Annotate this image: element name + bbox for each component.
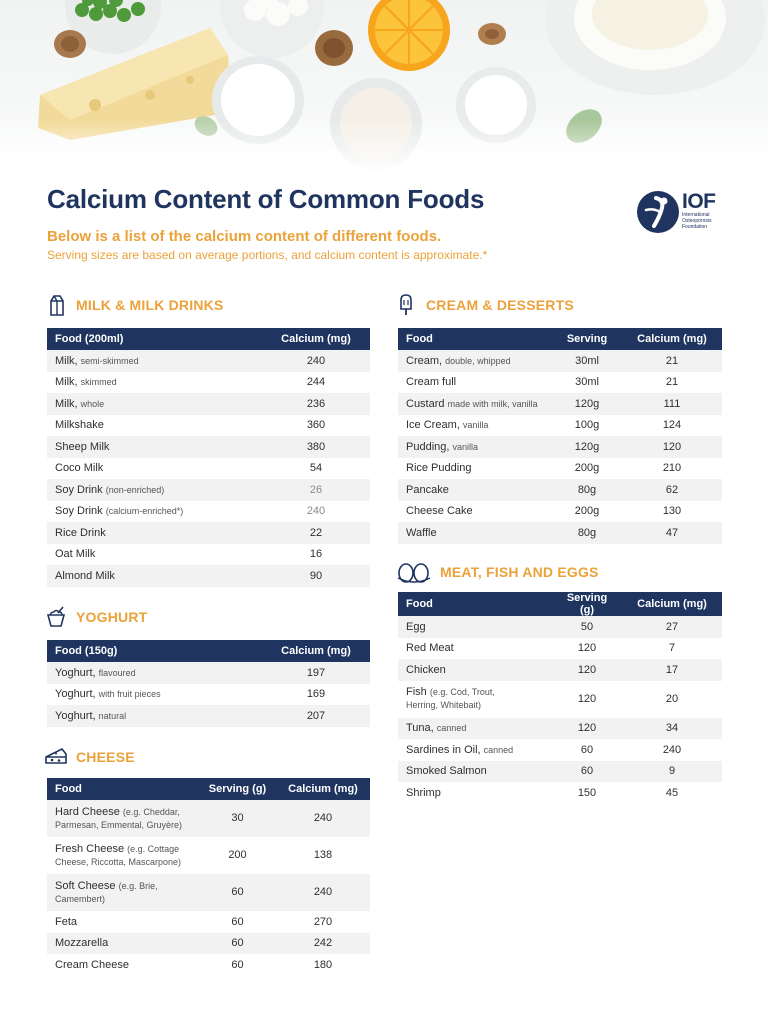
table-row: Cream full 30ml 21 bbox=[398, 371, 722, 393]
cheese-section-title: CHEESE bbox=[76, 749, 135, 765]
hero-food-image bbox=[0, 0, 768, 175]
meat-table: Food Serving (g) Calcium (mg) Egg 50 27 Re… bbox=[398, 592, 722, 804]
milk-table-header: Food (200ml) Calcium (mg) bbox=[47, 328, 370, 350]
meat-section-heading: MEAT, FISH AND EGGS bbox=[396, 560, 599, 584]
iof-logo-mark-icon bbox=[637, 191, 679, 233]
iof-logo-subtext: International Osteoporosis Foundation bbox=[682, 212, 712, 230]
table-row: Yoghurt, with fruit pieces 169 bbox=[47, 683, 370, 705]
iof-logo: IOF International Osteoporosis Foundatio… bbox=[636, 190, 736, 234]
milk-table: Food (200ml) Calcium (mg) Milk, semi-ski… bbox=[47, 328, 370, 587]
eggs-icon bbox=[397, 563, 431, 583]
table-row: Mozzarella 60 242 bbox=[47, 932, 370, 954]
yoghurt-cup-icon bbox=[46, 606, 66, 627]
column-header-food: Food bbox=[398, 592, 552, 616]
cream-section-heading: CREAM & DESSERTS bbox=[394, 293, 574, 317]
page-subtitle: Below is a list of the calcium content o… bbox=[47, 228, 442, 245]
table-row: Yoghurt, flavoured 197 bbox=[47, 662, 370, 684]
table-row: Smoked Salmon 60 9 bbox=[398, 760, 722, 782]
cream-table: Food Serving Calcium (mg) Cream, double,… bbox=[398, 328, 722, 544]
table-row: Cream Cheese 60 180 bbox=[47, 954, 370, 976]
table-row: Soft Cheese (e.g. Brie, Camembert) 60 240 bbox=[47, 874, 370, 911]
table-row: Almond Milk 90 bbox=[47, 565, 370, 587]
table-row: Fish (e.g. Cod, Trout, Herring, Whitebait… bbox=[398, 680, 722, 718]
table-row: Custard made with milk, vanilla 120g 111 bbox=[398, 393, 722, 415]
column-header-serving: Serving (g) bbox=[199, 778, 276, 800]
yoghurt-section-heading: YOGHURT bbox=[44, 605, 147, 629]
table-row: Oat Milk 16 bbox=[47, 543, 370, 565]
table-row: Red Meat 120 7 bbox=[398, 637, 722, 659]
table-row: Sheep Milk 380 bbox=[47, 436, 370, 458]
cheese-table-header: Food Serving (g) Calcium (mg) bbox=[47, 778, 370, 800]
table-row: Soy Drink (calcium-enriched*) 240 bbox=[47, 500, 370, 522]
milk-carton-icon bbox=[50, 295, 64, 316]
table-row: Coco Milk 54 bbox=[47, 457, 370, 479]
meat-section-title: MEAT, FISH AND EGGS bbox=[440, 564, 599, 580]
table-row: Tuna, canned 120 34 bbox=[398, 717, 722, 739]
column-header-food: Food bbox=[47, 778, 199, 800]
cheese-section-heading: CHEESE bbox=[44, 745, 135, 769]
milk-section-heading: MILK & MILK DRINKS bbox=[44, 293, 223, 317]
table-row: Sardines in Oil, canned 60 240 bbox=[398, 739, 722, 761]
table-row: Cheese Cake 200g 130 bbox=[398, 500, 722, 522]
cheese-icon bbox=[45, 747, 67, 764]
page-title: Calcium Content of Common Foods bbox=[47, 184, 485, 214]
table-row: Cream, double, whipped 30ml 21 bbox=[398, 350, 722, 372]
table-row: Chicken 120 17 bbox=[398, 659, 722, 681]
table-row: Soy Drink (non-enriched) 26 bbox=[47, 479, 370, 501]
column-header-calcium: Calcium (mg) bbox=[622, 592, 722, 616]
table-row: Rice Pudding 200g 210 bbox=[398, 457, 722, 479]
column-header-calcium: Calcium (mg) bbox=[262, 640, 370, 662]
column-header-food: Food (150g) bbox=[47, 640, 262, 662]
column-header-serving: Serving (g) bbox=[552, 592, 622, 616]
table-row: Fresh Cheese (e.g. Cottage Cheese, Riccot… bbox=[47, 837, 370, 874]
column-header-food: Food (200ml) bbox=[47, 328, 262, 350]
meat-table-header: Food Serving (g) Calcium (mg) bbox=[398, 592, 722, 616]
column-header-calcium: Calcium (mg) bbox=[276, 778, 370, 800]
table-row: Shrimp 150 45 bbox=[398, 782, 722, 804]
yoghurt-section-title: YOGHURT bbox=[76, 609, 148, 625]
cheese-table: Food Serving (g) Calcium (mg) Hard Chees… bbox=[47, 778, 370, 976]
yoghurt-table-header: Food (150g) Calcium (mg) bbox=[47, 640, 370, 662]
column-header-calcium: Calcium (mg) bbox=[262, 328, 370, 350]
cream-table-header: Food Serving Calcium (mg) bbox=[398, 328, 722, 350]
milk-section-title: MILK & MILK DRINKS bbox=[76, 297, 224, 313]
iof-logo-text: IOF bbox=[682, 190, 716, 213]
table-row: Milk, semi-skimmed 240 bbox=[47, 350, 370, 372]
column-header-serving: Serving bbox=[552, 328, 622, 350]
table-row: Hard Cheese (e.g. Cheddar, Parmesan, Emme… bbox=[47, 800, 370, 837]
table-row: Milkshake 360 bbox=[47, 414, 370, 436]
yoghurt-table: Food (150g) Calcium (mg) Yoghurt, flavou… bbox=[47, 640, 370, 727]
table-row: Rice Drink 22 bbox=[47, 522, 370, 544]
table-row: Pancake 80g 62 bbox=[398, 479, 722, 501]
table-row: Milk, skimmed 244 bbox=[47, 371, 370, 393]
table-row: Feta 60 270 bbox=[47, 911, 370, 933]
table-row: Pudding, vanilla 120g 120 bbox=[398, 436, 722, 458]
ice-cream-icon bbox=[400, 294, 412, 315]
column-header-calcium: Calcium (mg) bbox=[622, 328, 722, 350]
table-row: Ice Cream, vanilla 100g 124 bbox=[398, 414, 722, 436]
table-row: Milk, whole 236 bbox=[47, 393, 370, 415]
table-row: Waffle 80g 47 bbox=[398, 522, 722, 544]
table-row: Yoghurt, natural 207 bbox=[47, 705, 370, 727]
cream-section-title: CREAM & DESSERTS bbox=[426, 297, 574, 313]
table-row: Egg 50 27 bbox=[398, 616, 722, 638]
column-header-food: Food bbox=[398, 328, 552, 350]
serving-note: Serving sizes are based on average porti… bbox=[47, 248, 488, 262]
